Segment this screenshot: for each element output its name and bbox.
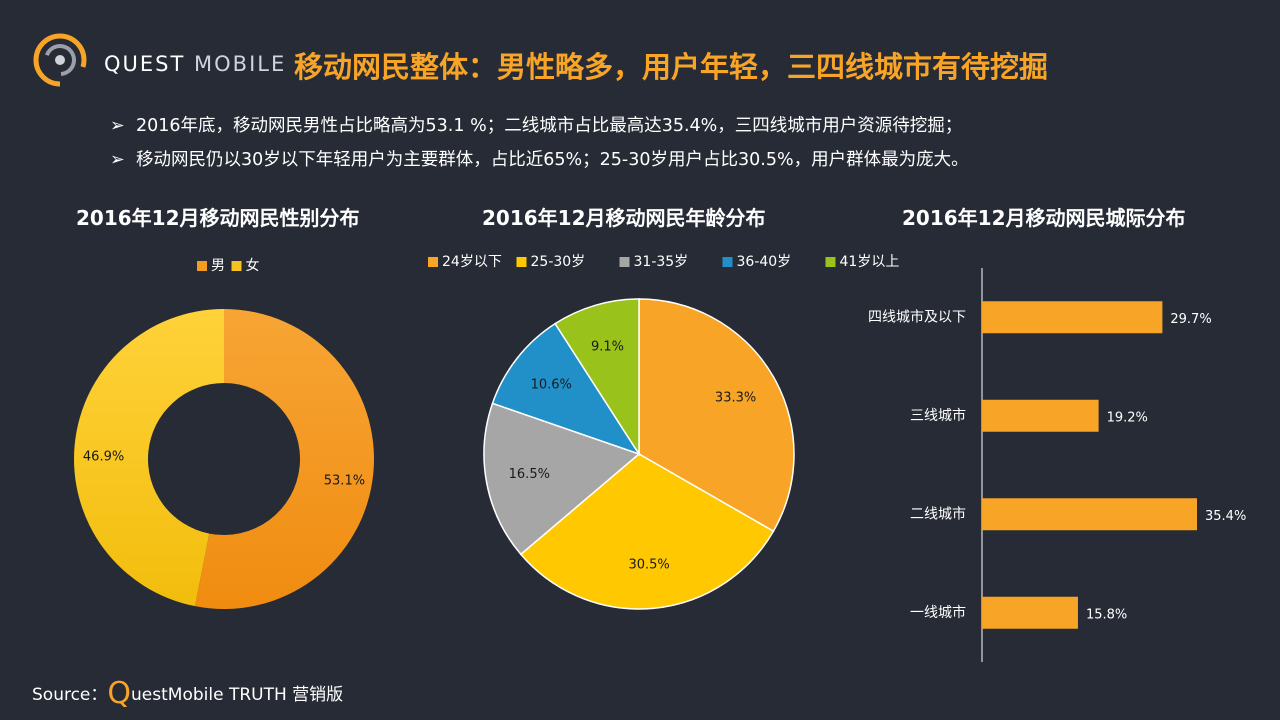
- donut-slice: [194, 309, 374, 609]
- gender-donut-chart: 53.1% 46.9% 男 女: [74, 257, 374, 609]
- legend-label: 25-30岁: [531, 254, 586, 270]
- bar-value-label: 15.8%: [1086, 607, 1127, 622]
- gender-chart-title: 2016年12月移动网民性别分布: [76, 206, 360, 230]
- slice-value-label: 33.3%: [715, 391, 756, 406]
- category-label: 二线城市: [910, 505, 966, 522]
- legend-swatch: [516, 257, 527, 267]
- category-label: 一线城市: [910, 604, 966, 621]
- pie-slice: [491, 322, 641, 456]
- slice-value-label: 46.9%: [83, 450, 124, 465]
- category-label: 三线城市: [910, 407, 966, 424]
- pie-slice: [638, 298, 795, 533]
- legend-swatch: [428, 257, 438, 267]
- bullet-item: ➢ 移动网民仍以30岁以下年轻用户为主要群体，占比近65%；25-30岁用户占比3…: [110, 150, 969, 170]
- source-note: Source：QuestMobile TRUTH 营销版: [32, 676, 344, 711]
- slice-value-label: 53.1%: [324, 473, 365, 488]
- pie-slice: [554, 298, 640, 457]
- bullet-arrow-icon: ➢: [110, 116, 125, 136]
- slice-value-label: 30.5%: [628, 558, 669, 573]
- bullet-item: ➢ 2016年底，移动网民男性占比略高为53.1 %；二线城市占比最高达35.4%…: [110, 116, 963, 136]
- page-title: 移动网民整体：男性略多，用户年轻，三四线城市有待挖掘: [294, 50, 1049, 84]
- legend-label: 36-40岁: [737, 254, 792, 270]
- legend-label: 41岁以上: [840, 254, 900, 270]
- pie-slice: [519, 453, 775, 610]
- legend-label: 男: [211, 258, 225, 274]
- bar-value-label: 29.7%: [1170, 312, 1211, 327]
- age-chart-title: 2016年12月移动网民年龄分布: [482, 206, 766, 230]
- bullet-arrow-icon: ➢: [110, 150, 125, 170]
- slice-value-label: 10.6%: [531, 378, 572, 393]
- age-pie-chart: 33.3% 30.5% 16.5% 10.6% 9.1% 24岁以下 25-30岁 31-35…: [428, 254, 900, 610]
- donut-slice: [74, 309, 224, 607]
- legend-swatch: [231, 261, 242, 271]
- quest-mobile-logo: [33, 33, 87, 87]
- legend-label: 24岁以下: [442, 254, 502, 270]
- legend-label: 31-35岁: [634, 254, 689, 270]
- slice-value-label: 9.1%: [591, 339, 624, 354]
- legend-swatch: [722, 257, 733, 267]
- legend-label: 女: [246, 257, 260, 274]
- city-chart-title: 2016年12月移动网民城际分布: [902, 206, 1186, 230]
- logo-text: QUEST MOBILE: [104, 52, 287, 76]
- city-bar-chart: 四线城市及以下 29.7% 三线城市 19.2% 二线城市 35.4% 一线城市 15.8%: [868, 268, 1246, 662]
- legend-swatch: [197, 261, 207, 271]
- bar-value-label: 19.2%: [1107, 410, 1148, 425]
- bar-value-label: 35.4%: [1205, 509, 1246, 524]
- legend-swatch: [825, 257, 836, 267]
- bar: [982, 596, 1078, 629]
- slice-value-label: 16.5%: [509, 467, 550, 482]
- bar: [982, 498, 1197, 531]
- bar: [982, 399, 1099, 432]
- category-label: 四线城市及以下: [868, 308, 966, 325]
- legend-swatch: [619, 257, 630, 267]
- bar: [982, 301, 1163, 334]
